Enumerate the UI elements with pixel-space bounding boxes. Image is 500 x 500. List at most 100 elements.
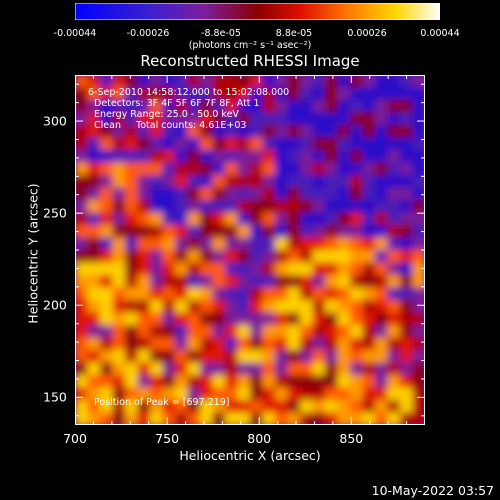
heatmap-cell [175,137,189,151]
heatmap-cell [300,412,314,425]
heatmap-cell [362,87,376,101]
heatmap-cell [200,362,214,376]
heatmap-cell [350,137,364,151]
x-tick-label: 850 [339,431,364,446]
heatmap-cell [225,275,239,289]
heatmap-cell [212,237,226,251]
heatmap-cell [237,375,251,389]
heatmap-cell [412,200,425,214]
heatmap-cell [225,262,239,276]
heatmap-cell [312,100,326,114]
heatmap-cell [262,87,276,101]
heatmap-cell [112,87,126,101]
heatmap-cell [350,362,364,376]
heatmap-cell [75,337,89,351]
heatmap-cell [100,162,114,176]
heatmap-cell [400,237,414,251]
heatmap-cell [400,362,414,376]
heatmap-cell [237,100,251,114]
heatmap-cell [387,162,401,176]
x-axis-label: Heliocentric X (arcsec) [179,448,321,463]
heatmap-cell [212,150,226,164]
heatmap-cell [375,250,389,264]
heatmap-cell [375,187,389,201]
heatmap-cell [162,200,176,214]
heatmap-cell [350,162,364,176]
heatmap-cell [325,362,339,376]
heatmap-cell [200,237,214,251]
heatmap-cell [212,262,226,276]
heatmap-cell [225,125,239,139]
heatmap-cell [200,100,214,114]
heatmap-cell [325,312,339,326]
heatmap-cell [162,387,176,401]
heatmap-cell [350,75,364,89]
heatmap-cell [137,75,151,89]
heatmap-cell [262,187,276,201]
heatmap-cell [250,225,264,239]
annotation-line: Clean Total counts: 4.61E+03 [94,120,247,131]
heatmap-cell [100,112,114,126]
heatmap-cell [200,212,214,226]
heatmap-cell [250,350,264,364]
heatmap-cell [275,350,289,364]
heatmap-cell [100,287,114,301]
heatmap-cell [212,287,226,301]
heatmap-cell [150,175,164,189]
heatmap-cell [325,250,339,264]
heatmap-cell [137,150,151,164]
heatmap-cell [337,200,351,214]
heatmap-cell [375,262,389,276]
heatmap-cell [387,375,401,389]
heatmap-cell [150,187,164,201]
colorbar-tick-label: -8.8e-05 [201,28,241,39]
heatmap-cell [75,175,89,189]
heatmap-cell [287,137,301,151]
heatmap-cell [137,387,151,401]
heatmap-cell [350,400,364,414]
heatmap-cell [312,237,326,251]
heatmap-cell [87,75,101,89]
heatmap-cell [175,262,189,276]
heatmap-cell [175,350,189,364]
heatmap-cell [325,150,339,164]
heatmap-cell [275,400,289,414]
heatmap-cell [150,112,164,126]
heatmap-cell [350,275,364,289]
heatmap-cell [375,325,389,339]
heatmap-cell [87,112,101,126]
heatmap-cell [300,162,314,176]
heatmap-cell [175,337,189,351]
heatmap-cell [262,250,276,264]
heatmap-cell [375,75,389,89]
heatmap-cell [250,175,264,189]
heatmap-cell [387,75,401,89]
heatmap-cell [375,175,389,189]
heatmap-cell [112,175,126,189]
heatmap-cell [325,337,339,351]
heatmap-cell [100,212,114,226]
heatmap-cell [137,225,151,239]
heatmap-cell [87,287,101,301]
heatmap-cell [350,225,364,239]
heatmap-cell [112,187,126,201]
heatmap-cell [400,225,414,239]
heatmap-cell [162,150,176,164]
heatmap-cell [337,412,351,425]
heatmap-cell [225,137,239,151]
heatmap-cell [312,362,326,376]
heatmap-cell [212,175,226,189]
heatmap-cell [275,325,289,339]
heatmap-cell [87,262,101,276]
heatmap-cell [200,187,214,201]
heatmap-cell [300,250,314,264]
heatmap-cell [237,262,251,276]
heatmap-cell [375,312,389,326]
heatmap-cell [137,325,151,339]
axis-frame [75,75,425,425]
heatmap-cell [212,400,226,414]
x-tick-label: 700 [63,431,87,446]
heatmap-cell [350,375,364,389]
heatmap-cell [237,287,251,301]
heatmap-cell [225,412,239,425]
